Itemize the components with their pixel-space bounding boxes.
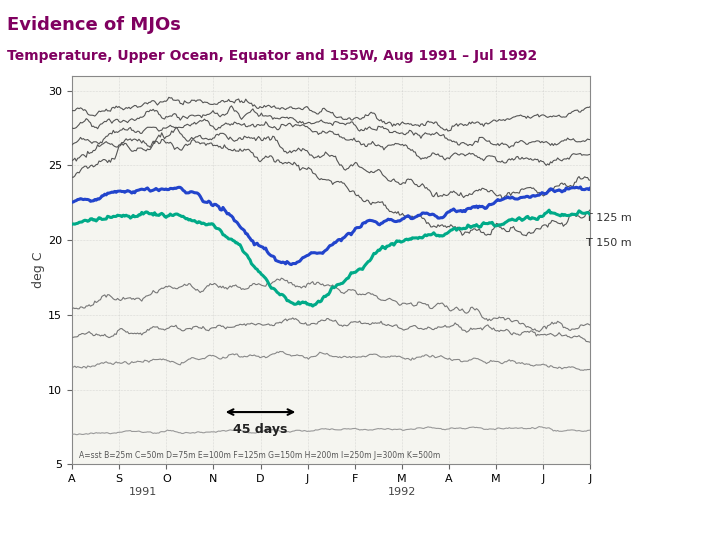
Text: Evidence of MJOs: Evidence of MJOs [7,16,181,34]
Text: T 150 m: T 150 m [585,238,631,248]
Text: 1992: 1992 [387,487,416,497]
Text: 1991: 1991 [129,487,157,497]
Text: Temperature, Upper Ocean, Equator and 155W, Aug 1991 – Jul 1992: Temperature, Upper Ocean, Equator and 15… [7,49,537,63]
Y-axis label: deg C: deg C [32,252,45,288]
Text: A=sst B=25m C=50m D=75m E=100m F=125m G=150m H=200m I=250m J=300m K=500m: A=sst B=25m C=50m D=75m E=100m F=125m G=… [79,451,441,460]
Text: T 125 m: T 125 m [585,213,631,222]
Text: 45 days: 45 days [233,422,288,436]
